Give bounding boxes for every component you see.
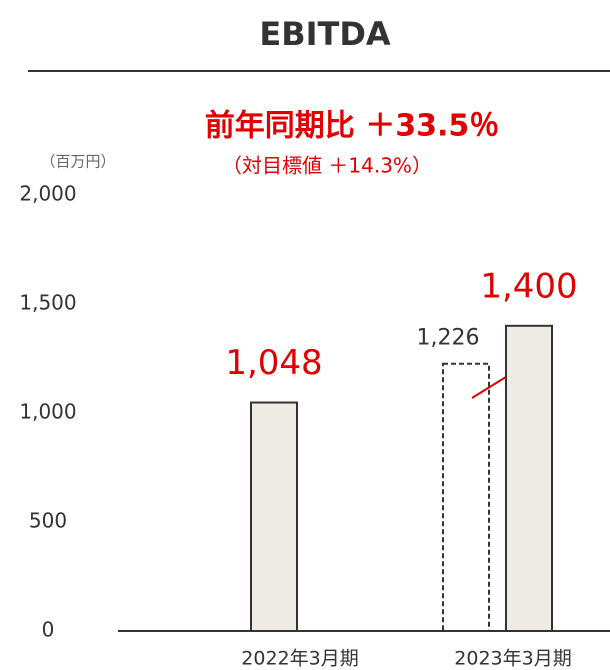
- y-unit: （百万円）: [40, 153, 115, 171]
- y-tick-label: 1,500: [19, 291, 76, 315]
- annotation: （対目標値 ＋14.3%）: [222, 154, 432, 178]
- chart-title: EBITDA: [259, 15, 391, 53]
- bar: [505, 324, 553, 632]
- value-label: 1,226: [417, 326, 480, 351]
- bar: [442, 362, 490, 632]
- value-label: 1,400: [480, 266, 577, 306]
- bar: [250, 401, 298, 633]
- y-tick-label: 1,000: [19, 400, 76, 424]
- x-tick-label: 2023年3月期: [454, 648, 571, 670]
- annotation: 前年同期比 ＋33.5％: [205, 109, 499, 144]
- x-tick-label: 2022年3月期: [241, 648, 358, 670]
- y-tick-label: 0: [42, 618, 55, 642]
- value-label: 1,048: [225, 343, 322, 383]
- y-tick-label: 500: [29, 509, 67, 533]
- y-tick-label: 2,000: [19, 182, 76, 206]
